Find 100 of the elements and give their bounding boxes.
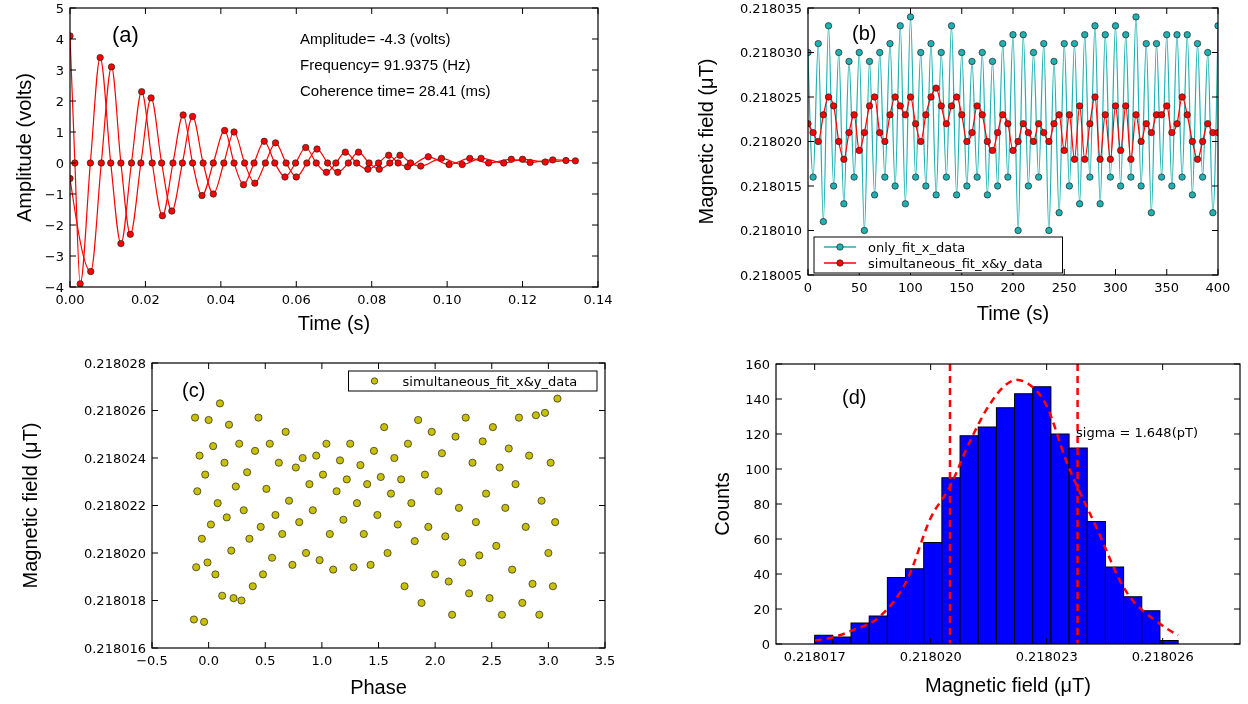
- point: [271, 159, 279, 167]
- point: [386, 159, 394, 167]
- point: [76, 280, 84, 287]
- point: [332, 159, 340, 167]
- point: [107, 159, 115, 167]
- y-tick-label: 0.218018: [83, 593, 146, 608]
- y-tick-label: 0.218016: [83, 640, 146, 656]
- point: [158, 212, 166, 220]
- x-tick-label: 1.5: [368, 653, 389, 668]
- point: [282, 159, 290, 167]
- x-tick-label: 200: [1000, 280, 1026, 295]
- annotation: (a): [112, 22, 139, 47]
- y-tick-label: 0.218026: [83, 403, 146, 418]
- y-tick-label: −1: [44, 186, 64, 202]
- x-tick-label: 0.5: [254, 653, 276, 668]
- point: [303, 159, 311, 167]
- point: [291, 159, 300, 167]
- point: [571, 157, 579, 165]
- legend-label: simultaneous_fit_x&y_data: [402, 373, 578, 389]
- y-tick-label: 5: [55, 0, 64, 16]
- y-tick-label: 0.218035: [739, 0, 802, 16]
- point: [424, 153, 432, 161]
- y-tick-label: 1: [55, 124, 64, 140]
- x-tick-label: 0.02: [130, 292, 160, 307]
- point: [179, 111, 187, 119]
- x-tick-label: 0.04: [206, 292, 236, 307]
- point: [394, 159, 402, 167]
- point: [458, 161, 466, 169]
- point: [526, 158, 534, 166]
- point: [313, 145, 321, 153]
- point: [437, 154, 446, 162]
- annotation: Frequency= 91.9375 (Hz): [300, 56, 471, 73]
- y-tick-label: 0.218030: [739, 45, 802, 60]
- annotation: (c): [182, 379, 206, 401]
- y-tick-label: 160: [745, 356, 770, 372]
- y-tick-label: 0.218005: [739, 267, 802, 283]
- x-tick-label: 0.218023: [1015, 649, 1078, 664]
- point: [354, 148, 363, 156]
- x-tick-label: 0: [803, 280, 813, 295]
- y-tick-label: −2: [44, 217, 64, 233]
- point: [97, 159, 105, 167]
- x-tick-label: −0.5: [136, 653, 168, 668]
- point: [322, 168, 331, 176]
- x-tick-label: 150: [949, 280, 975, 295]
- point: [507, 155, 515, 163]
- annotation: (b): [852, 22, 877, 44]
- point: [562, 156, 570, 165]
- point: [281, 173, 289, 181]
- point: [209, 159, 217, 167]
- point: [117, 240, 125, 248]
- x-axis-title: Time (s): [976, 302, 1050, 324]
- point: [302, 143, 310, 152]
- y-tick-label: 140: [745, 391, 770, 407]
- point: [364, 165, 372, 173]
- x-tick-label: 300: [1103, 280, 1128, 295]
- y-tick-label: 120: [745, 426, 770, 442]
- y-axis-title: Magnetic field (μT): [695, 58, 717, 225]
- point: [199, 159, 207, 167]
- point: [334, 168, 342, 176]
- y-tick-label: 20: [753, 601, 770, 617]
- point: [178, 159, 186, 167]
- point: [250, 159, 258, 167]
- y-tick-label: 0.218024: [83, 450, 146, 466]
- x-tick-label: 0.06: [281, 292, 311, 307]
- y-tick-label: 2: [55, 93, 64, 109]
- point: [445, 161, 453, 169]
- x-tick-label: 0.218020: [899, 649, 962, 664]
- y-tick-label: 0.218010: [739, 223, 802, 238]
- point: [466, 154, 474, 162]
- point: [241, 159, 249, 167]
- point: [86, 159, 94, 167]
- point: [220, 159, 228, 167]
- x-tick-label: 100: [898, 280, 923, 295]
- point: [158, 159, 166, 167]
- point: [396, 151, 404, 159]
- x-tick-label: 250: [1051, 280, 1077, 295]
- point: [417, 162, 425, 170]
- point: [312, 159, 320, 167]
- point: [292, 173, 300, 181]
- annotation: Coherence time= 28.41 (ms): [300, 82, 491, 99]
- x-tick-label: 0.218017: [783, 649, 846, 664]
- point: [107, 63, 116, 71]
- point: [138, 88, 146, 96]
- y-tick-label: 0: [761, 636, 770, 652]
- x-tick-label: 0.12: [508, 292, 538, 307]
- point: [230, 128, 238, 136]
- point: [198, 192, 206, 200]
- point: [126, 230, 134, 238]
- point: [251, 179, 259, 187]
- y-axis-title: Magnetic field (μT): [19, 422, 41, 589]
- x-tick-label: 0.14: [583, 292, 613, 307]
- x-tick-label: 400: [1205, 280, 1231, 295]
- y-tick-label: 0.218020: [83, 545, 146, 561]
- point: [189, 159, 197, 167]
- annotation: (d): [842, 386, 867, 408]
- x-axis-title: Magnetic field (μT): [924, 674, 1092, 696]
- point: [549, 156, 557, 164]
- point: [485, 159, 493, 167]
- x-tick-label: 0.218026: [1131, 649, 1194, 664]
- legend-label: simultaneous_fit_x&y_data: [868, 255, 1043, 271]
